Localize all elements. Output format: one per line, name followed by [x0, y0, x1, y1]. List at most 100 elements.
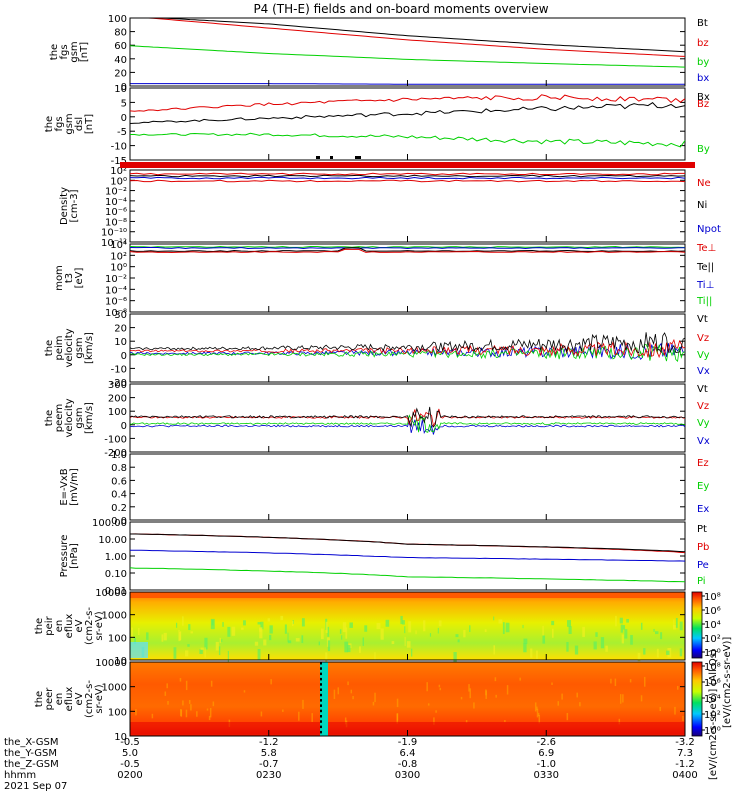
heatmap-cell — [269, 634, 272, 641]
series-line — [129, 419, 686, 435]
gap-marker — [320, 720, 322, 723]
gap-marker — [320, 709, 322, 713]
y-tick-label: 10⁻² — [105, 187, 127, 198]
y-tick-label: 10 — [114, 656, 127, 667]
heatmap-cell — [345, 627, 348, 639]
heatmap-cell — [199, 649, 203, 654]
y-axis-label: (cm2-s- — [84, 680, 95, 718]
heatmap-cell — [280, 615, 284, 621]
y-tick-label: -200 — [104, 448, 127, 459]
y-tick-label: 10 — [114, 84, 127, 95]
heatmap-cell — [640, 695, 643, 702]
heatmap-cell — [327, 626, 330, 637]
heatmap-cell — [396, 698, 399, 708]
heatmap-cell — [679, 621, 683, 631]
y-tick-label: 10² — [110, 166, 127, 177]
legend-Vt: Vt — [697, 314, 708, 325]
y-axis-label: peir — [44, 615, 55, 635]
heatmap-cell — [666, 650, 670, 655]
heatmap-cell — [630, 635, 633, 645]
y-tick-label: -10 — [111, 142, 127, 153]
heatmap-cell — [567, 620, 571, 627]
ephem-value: -1.2 — [259, 737, 279, 748]
y-axis-label: fgs — [59, 44, 70, 59]
heatmap-cell — [453, 652, 457, 663]
series-line — [130, 17, 686, 53]
heatmap-cell — [579, 702, 581, 707]
gap-marker — [320, 677, 322, 681]
legend-Vz: Vz — [697, 333, 709, 344]
legend-Te⊥: Te⊥ — [696, 243, 716, 254]
quality-flag-bar — [120, 162, 695, 168]
panel-frame — [129, 453, 686, 521]
legend-Vt: Vt — [697, 384, 708, 395]
colorbar-tick-label: 10⁶ — [704, 678, 721, 689]
y-axis-label: [nPa] — [69, 543, 80, 569]
heatmap-cell — [484, 629, 487, 633]
heatmap-cell — [218, 646, 221, 656]
heatmap-cell — [620, 624, 624, 633]
heatmap-cell — [595, 632, 598, 637]
heatmap-cell — [637, 652, 641, 662]
y-axis-label: velocity — [64, 398, 75, 437]
heatmap-cell — [178, 631, 181, 641]
y-axis-label: gsm — [69, 41, 80, 62]
y-tick-label: 10 — [114, 732, 127, 743]
heatmap-cell — [161, 634, 164, 642]
heatmap-cell — [523, 643, 527, 653]
ephem-value: -0.7 — [259, 759, 279, 770]
y-tick-label: 0 — [121, 82, 127, 93]
heatmap-cell — [344, 641, 349, 653]
heatmap-cell — [318, 641, 320, 646]
heatmap-cell — [380, 628, 384, 640]
legend-Ne: Ne — [697, 178, 711, 189]
heatmap-cell — [364, 625, 368, 632]
y-tick-label: 0 — [121, 421, 127, 432]
heatmap-cell — [534, 702, 537, 712]
heatmap-cell — [344, 717, 347, 725]
heatmap-cell — [439, 687, 442, 691]
y-axis-label: E=-VxB — [59, 468, 70, 505]
ephem-value: 0230 — [256, 770, 281, 781]
colorbar-tick-label: 10⁸ — [704, 592, 721, 603]
heatmap-cell — [582, 626, 585, 637]
heatmap-cell — [574, 645, 579, 655]
heatmap-cell — [622, 694, 624, 703]
y-tick-label: 100 — [108, 407, 127, 418]
heatmap-cell — [327, 640, 331, 652]
y-tick-label: 10⁻⁴ — [105, 285, 127, 296]
heatmap-cell — [298, 711, 300, 721]
heatmap-cell — [682, 715, 684, 722]
panel-peem_velocity: -200 -100 0 100 200 300 the peem velocity gsm [km/… — [44, 380, 710, 459]
y-tick-label: 10⁻² — [105, 274, 127, 285]
heatmap-cell — [241, 627, 244, 630]
y-tick-label: 0 — [121, 113, 127, 124]
heatmap-cell — [411, 648, 413, 657]
heatmap-cell — [358, 646, 361, 653]
legend-Ex: Ex — [697, 504, 709, 515]
y-tick-label: 20 — [114, 68, 127, 79]
y-tick-label: 30 — [114, 310, 127, 321]
y-axis-label: en — [54, 693, 65, 706]
ephem-value: -0.5 — [120, 737, 140, 748]
colorbar-tick-label: 10⁴ — [704, 694, 721, 705]
heatmap-cell — [210, 618, 215, 630]
heatmap-cell — [433, 717, 435, 725]
gap-marker — [320, 725, 322, 729]
y-axis-label: mom — [54, 265, 65, 291]
heatmap-cell — [536, 708, 539, 718]
ephemeris-labels: the_X-GSM the_Y-GSM the_Z-GSM hhmm 2021 … — [4, 737, 67, 792]
heatmap-cell — [337, 687, 340, 695]
heatmap-cell — [222, 622, 224, 627]
heatmap-cell — [301, 618, 305, 627]
heatmap-cell — [219, 637, 221, 644]
colorbar-label: [eV/(cm2-s-sr-eV)] (All Qs) — [708, 649, 719, 780]
heatmap-cell — [566, 642, 569, 652]
heatmap-cell — [427, 703, 430, 706]
heatmap-cell — [435, 710, 437, 713]
heatmap-cell — [506, 685, 509, 695]
heatmap-cell — [385, 619, 390, 627]
heatmap-cell — [396, 713, 399, 724]
ephem-value: -1.9 — [398, 737, 418, 748]
